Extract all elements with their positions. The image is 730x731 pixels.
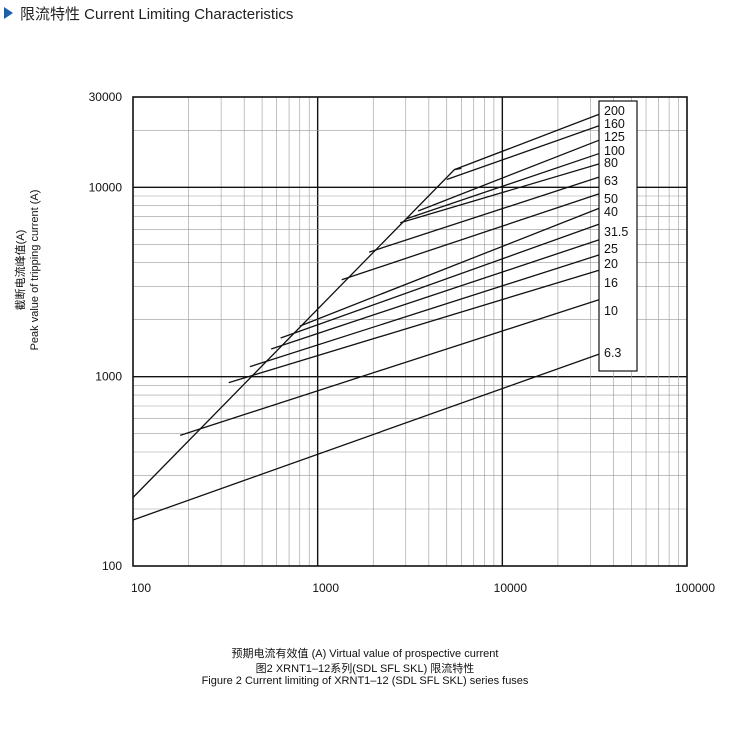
y-tick-label: 10000 [89, 180, 123, 194]
rating-label-63: 63 [604, 174, 618, 188]
series-line-40 [299, 202, 614, 327]
rating-label-125: 125 [604, 130, 625, 144]
rating-label-25: 25 [604, 242, 618, 256]
x-tick-label: 100000 [675, 581, 715, 595]
rating-label-200: 200 [604, 104, 625, 118]
section-title: 限流特性 Current Limiting Characteristics [20, 6, 294, 23]
series-line-200 [454, 108, 614, 171]
series-line-160 [446, 120, 614, 181]
series-line-6.3 [132, 348, 614, 521]
x-tick-label: 10000 [494, 581, 528, 595]
plot-border [132, 96, 688, 567]
play-arrow-icon [4, 7, 13, 19]
x-axis-label: 预期电流有效值 (A) Virtual value of prospective… [231, 648, 499, 660]
rating-label-16: 16 [604, 276, 618, 290]
series-line-16 [228, 265, 614, 384]
figure-caption-cn: 图2 XRNT1–12系列(SDL SFL SKL) 限流特性 [255, 663, 475, 675]
rating-label-160: 160 [604, 117, 625, 131]
series-line-31.5 [280, 218, 614, 339]
series-line-63 [368, 171, 614, 253]
series-line-100 [405, 148, 614, 220]
rating-label-10: 10 [604, 304, 618, 318]
x-tick-labels: 100 1000 10000 100000 [131, 581, 715, 595]
legend-box [598, 100, 638, 372]
series-line-125 [417, 133, 614, 212]
rating-label-40: 40 [604, 205, 618, 219]
section-header: 限流特性 Current Limiting Characteristics [0, 0, 730, 28]
y-tick-label: 30000 [89, 90, 123, 104]
y-tick-labels: 100 1000 10000 30000 [89, 90, 123, 573]
rating-label-80: 80 [604, 156, 618, 170]
y-axis-label-line2: Peak value of tripping current (A) [29, 190, 41, 351]
rating-label-20: 20 [604, 257, 618, 271]
series-line-10 [179, 294, 614, 436]
envelope-line [132, 167, 462, 498]
plot-frame [132, 96, 688, 567]
y-tick-label: 100 [102, 559, 122, 573]
grid [133, 97, 687, 566]
x-tick-label: 1000 [312, 581, 339, 595]
y-tick-label: 1000 [95, 370, 122, 384]
rating-label-6.3: 6.3 [604, 346, 621, 360]
series-line-25 [270, 234, 614, 350]
figure-caption-en: Figure 2 Current limiting of XRNT1–12 (S… [201, 675, 529, 687]
y-axis-label-line1: 截断电流峰值(A) [13, 230, 27, 311]
rating-label-31.5: 31.5 [604, 225, 628, 239]
y-axis-label: 截断电流峰值(A) Peak value of tripping current… [13, 190, 41, 351]
series-lines [132, 108, 614, 521]
x-tick-label: 100 [131, 581, 151, 595]
series-line-50 [341, 188, 614, 281]
series-line-80 [400, 159, 614, 224]
rating-label-50: 50 [604, 192, 618, 206]
rating-label-100: 100 [604, 144, 625, 158]
series-line-20 [249, 249, 614, 368]
